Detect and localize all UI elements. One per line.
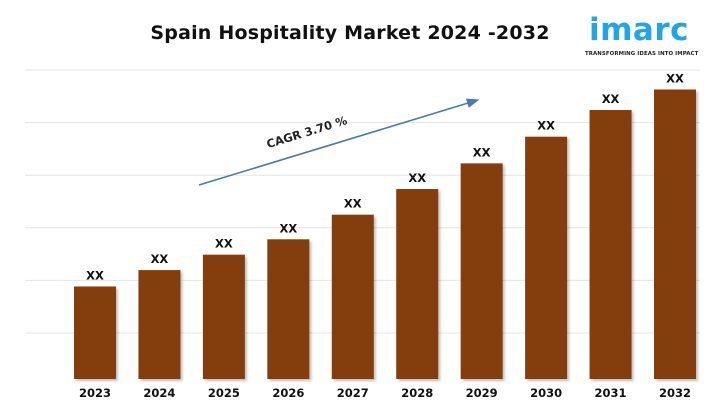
value-label: XX: [279, 221, 297, 235]
x-tick-label: 2032: [659, 386, 691, 400]
value-label: XX: [344, 197, 362, 211]
bar-2026: [267, 239, 310, 379]
x-tick-label: 2023: [79, 386, 111, 400]
x-tick-label: 2028: [401, 386, 433, 400]
bar-2024: [138, 270, 181, 379]
value-labels: XX XX XX XX XX XX XX XX XX XX: [86, 71, 684, 282]
value-label: XX: [215, 237, 233, 251]
x-tick-label: 2031: [595, 386, 627, 400]
value-label: XX: [602, 92, 620, 106]
cagr-annotation: CAGR 3.70 %: [265, 113, 349, 151]
imarc-logo: imarc TRANSFORMING IDEAS INTO IMPACT: [585, 8, 705, 58]
value-label: XX: [86, 268, 104, 282]
x-tick-label: 2029: [466, 386, 498, 400]
bars: [74, 89, 696, 379]
logo-wordmark: imarc: [589, 12, 690, 48]
bar-2030: [525, 136, 568, 379]
value-label: XX: [666, 71, 684, 85]
bar-2029: [460, 163, 503, 379]
value-label: XX: [473, 145, 491, 159]
x-tick-label: 2027: [337, 386, 369, 400]
bar-2027: [331, 214, 374, 379]
x-tick-label: 2030: [530, 386, 562, 400]
bar-2032: [654, 89, 696, 379]
cagr-arrow: [198, 98, 480, 186]
bar-2028: [396, 189, 439, 379]
bar-2031: [589, 110, 632, 379]
value-label: XX: [537, 119, 555, 133]
x-tick-label: 2024: [143, 386, 175, 400]
value-label: XX: [151, 252, 169, 266]
x-tick-label: 2026: [272, 386, 304, 400]
chart-title: Spain Hospitality Market 2024 -2032: [150, 22, 550, 44]
bar-2025: [202, 254, 245, 379]
value-label: XX: [408, 171, 426, 185]
x-tick-label: 2025: [208, 386, 240, 400]
x-axis-labels: 2023 2024 2025 2026 2027 2028 2029 2030 2031 2032: [79, 386, 691, 400]
bar-2023: [74, 286, 116, 379]
logo-tagline: TRANSFORMING IDEAS INTO IMPACT: [585, 51, 699, 57]
